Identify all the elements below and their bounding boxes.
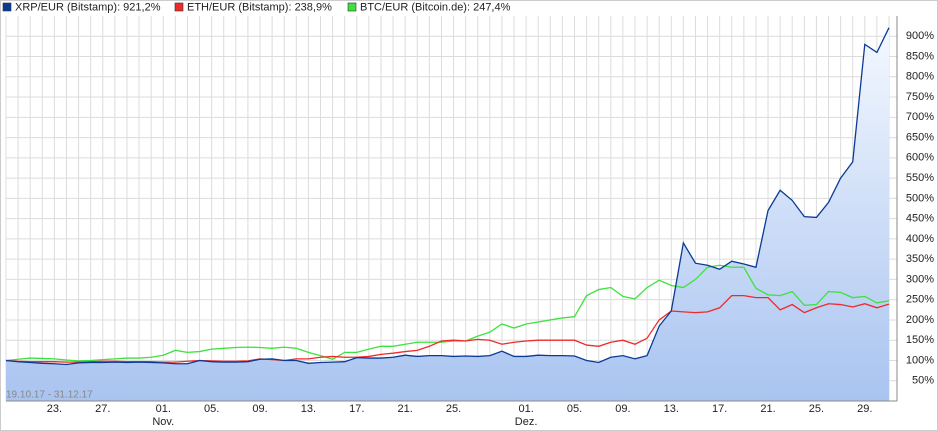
y-tick-label: 600% xyxy=(906,152,934,164)
legend-label: BTC/EUR (Bitcoin.de): 247,4% xyxy=(360,1,511,13)
legend-swatch xyxy=(174,2,184,12)
x-tick-label: 05. xyxy=(204,403,219,415)
y-tick-label: 650% xyxy=(906,131,934,143)
y-tick-label: 50% xyxy=(912,375,934,387)
legend-label: XRP/EUR (Bitstamp): 921,2% xyxy=(15,1,161,13)
y-tick-label: 450% xyxy=(906,213,934,225)
x-month-label: Dez. xyxy=(515,416,538,428)
y-tick-label: 400% xyxy=(906,233,934,245)
area xyxy=(6,27,889,402)
x-month-label: Nov. xyxy=(152,416,174,428)
x-tick-label: 13. xyxy=(301,403,316,415)
x-tick-label: 21. xyxy=(760,403,775,415)
y-tick-label: 350% xyxy=(906,253,934,265)
legend-swatch xyxy=(2,2,12,12)
x-tick-label: 27. xyxy=(95,403,110,415)
x-tick-label: 29. xyxy=(857,403,872,415)
x-tick-label: 09. xyxy=(252,403,267,415)
y-tick-label: 500% xyxy=(906,192,934,204)
legend-label: ETH/EUR (Bitstamp): 238,9% xyxy=(187,1,332,13)
y-tick-label: 550% xyxy=(906,172,934,184)
y-tick-label: 800% xyxy=(906,71,934,83)
x-tick-label: 25. xyxy=(446,403,461,415)
y-tick-label: 100% xyxy=(906,354,934,366)
legend-swatch xyxy=(347,2,357,12)
x-tick-label: 17. xyxy=(712,403,727,415)
x-tick-label: 21. xyxy=(398,403,413,415)
x-tick-label: 25. xyxy=(809,403,824,415)
y-tick-label: 700% xyxy=(906,111,934,123)
y-tick-label: 150% xyxy=(906,334,934,346)
y-tick-label: 850% xyxy=(906,50,934,62)
line xyxy=(5,264,890,362)
x-tick-label: 05. xyxy=(567,403,582,415)
line xyxy=(5,27,890,366)
y-tick-label: 250% xyxy=(906,294,934,306)
x-tick-label: 23. xyxy=(47,403,62,415)
date-range: 19.10.17 - 31.12.17 xyxy=(6,390,93,401)
x-tick-label: 13. xyxy=(664,403,679,415)
x-tick-label: 09. xyxy=(615,403,630,415)
y-tick-label: 900% xyxy=(906,30,934,42)
line xyxy=(5,294,890,363)
y-tick-label: 300% xyxy=(906,273,934,285)
x-tick-label: 01. xyxy=(518,403,533,415)
y-tick-label: 750% xyxy=(906,91,934,103)
x-tick-label: 17. xyxy=(349,403,364,415)
x-tick-label: 01. xyxy=(156,403,171,415)
y-tick-label: 200% xyxy=(906,314,934,326)
